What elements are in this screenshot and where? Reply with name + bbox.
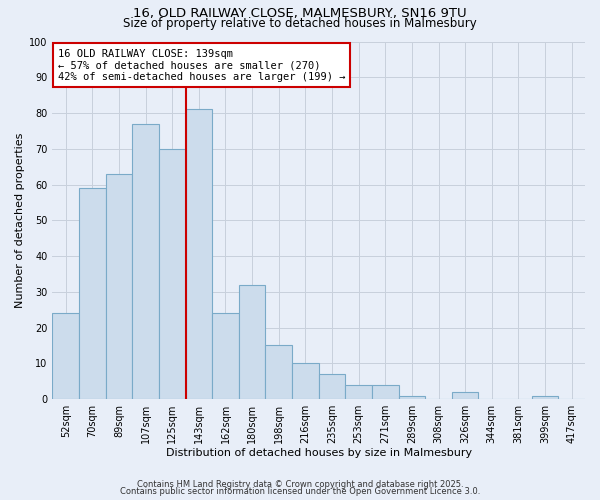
Y-axis label: Number of detached properties: Number of detached properties bbox=[15, 132, 25, 308]
Bar bbox=[292, 364, 319, 399]
Bar bbox=[398, 396, 425, 399]
Bar bbox=[265, 346, 292, 399]
Text: 16 OLD RAILWAY CLOSE: 139sqm
← 57% of detached houses are smaller (270)
42% of s: 16 OLD RAILWAY CLOSE: 139sqm ← 57% of de… bbox=[58, 48, 345, 82]
Bar bbox=[159, 149, 185, 399]
Bar bbox=[132, 124, 159, 399]
Text: Contains public sector information licensed under the Open Government Licence 3.: Contains public sector information licen… bbox=[120, 487, 480, 496]
Bar bbox=[185, 110, 212, 399]
Bar bbox=[106, 174, 132, 399]
Bar bbox=[239, 284, 265, 399]
Bar bbox=[52, 314, 79, 399]
Bar bbox=[346, 385, 372, 399]
Bar bbox=[532, 396, 559, 399]
Bar bbox=[212, 314, 239, 399]
Text: Size of property relative to detached houses in Malmesbury: Size of property relative to detached ho… bbox=[123, 18, 477, 30]
Bar bbox=[452, 392, 478, 399]
Text: Contains HM Land Registry data © Crown copyright and database right 2025.: Contains HM Land Registry data © Crown c… bbox=[137, 480, 463, 489]
Bar bbox=[372, 385, 398, 399]
Bar bbox=[79, 188, 106, 399]
Bar bbox=[319, 374, 346, 399]
X-axis label: Distribution of detached houses by size in Malmesbury: Distribution of detached houses by size … bbox=[166, 448, 472, 458]
Text: 16, OLD RAILWAY CLOSE, MALMESBURY, SN16 9TU: 16, OLD RAILWAY CLOSE, MALMESBURY, SN16 … bbox=[133, 8, 467, 20]
